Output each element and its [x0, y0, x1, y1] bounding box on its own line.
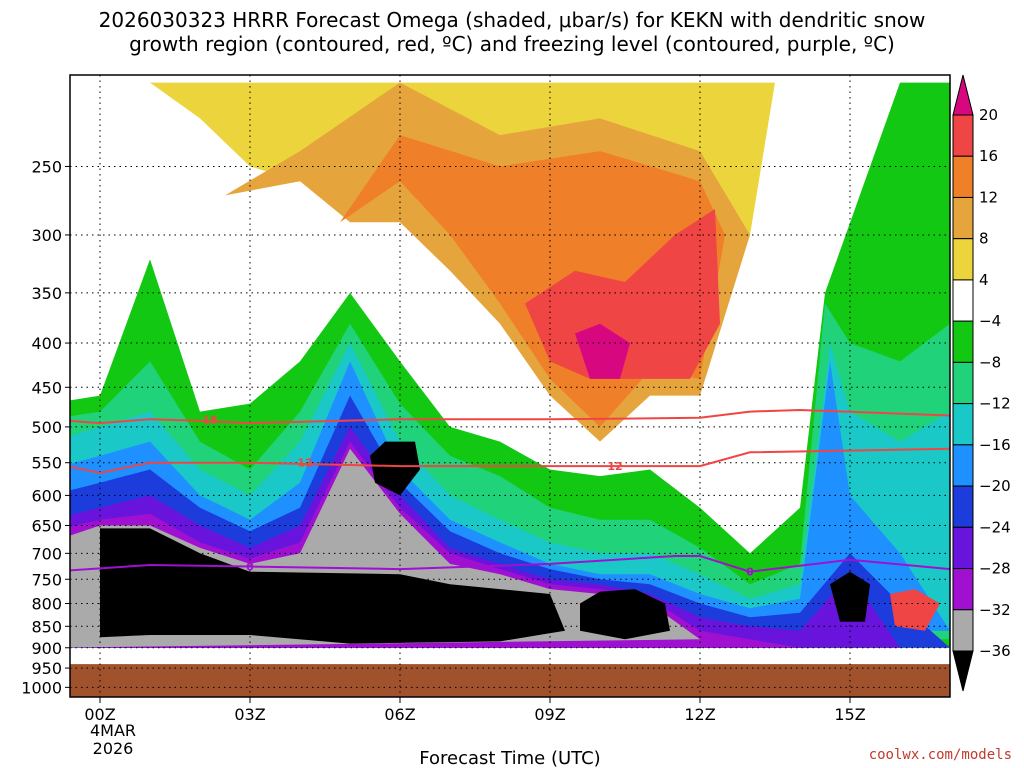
ground-surface — [70, 664, 950, 697]
contour-label-1: 12 — [297, 457, 312, 470]
y-tick-label-450: 450 — [31, 378, 62, 397]
date-label-year: 2026 — [93, 739, 134, 758]
y-tick-label-850: 850 — [31, 617, 62, 636]
x-tick-label-03Z: 03Z — [234, 705, 265, 724]
omega-feature-5 — [890, 589, 940, 631]
y-tick-label-300: 300 — [31, 226, 62, 245]
contour-label-2: 12 — [607, 460, 622, 473]
colorbar-swatch-6 — [952, 361, 974, 405]
contour-18-0 — [70, 408, 950, 425]
y-tick-label-500: 500 — [31, 418, 62, 437]
y-tick-label-700: 700 — [31, 544, 62, 563]
contour-12-1 — [70, 447, 950, 474]
contour-label-4: 0 — [746, 566, 754, 579]
colorbar-tick-5: −4 — [979, 312, 1001, 330]
plot-area: 18 12 12 0 0 — [70, 75, 950, 697]
colorbar-tick-6: −8 — [979, 353, 1001, 371]
colorbar-swatch-4 — [952, 279, 974, 322]
colorbar-tick-7: −12 — [979, 395, 1011, 413]
y-tick-label-750: 750 — [31, 570, 62, 589]
x-tick-label-09Z: 09Z — [534, 705, 565, 724]
y-tick-label-400: 400 — [31, 334, 62, 353]
grid-lines — [70, 75, 950, 697]
colorbar-tick-11: −28 — [979, 560, 1011, 578]
colorbar-swatch-11 — [952, 568, 974, 611]
contour-lines: 18 12 12 0 0 — [70, 408, 950, 579]
colorbar-swatch-10 — [952, 526, 974, 570]
colorbar-swatch-3 — [952, 238, 974, 281]
contour-label-0: 18 — [202, 413, 217, 426]
contour-label-3: 0 — [246, 561, 254, 574]
omega-feature-3 — [830, 571, 870, 622]
colorbar-tick-2: 12 — [979, 188, 998, 206]
y-tick-label-800: 800 — [31, 595, 62, 614]
colorbar-tick-3: 8 — [979, 230, 989, 248]
y-axis-ticks: 250 300 350 400 450 500 550 600 650 700 750 800 850 9… — [21, 157, 70, 697]
x-tick-label-12Z: 12Z — [684, 705, 715, 724]
colorbar-tick-9: −20 — [979, 477, 1011, 495]
credit-text: coolwx.com/models — [869, 747, 1012, 763]
x-axis-ticks: 00Z 03Z 06Z 09Z 12Z 15Z — [84, 697, 866, 724]
contour-0-2 — [70, 555, 950, 573]
colorbar-tick-12: −32 — [979, 601, 1011, 619]
colorbar-tick-10: −24 — [979, 518, 1011, 536]
y-tick-label-350: 350 — [31, 284, 62, 303]
colorbar-swatch-0 — [952, 114, 974, 157]
y-tick-label-600: 600 — [31, 486, 62, 505]
y-tick-label-550: 550 — [31, 454, 62, 473]
y-tick-label-900: 900 — [31, 639, 62, 658]
colorbar-swatch-5 — [952, 320, 974, 363]
colorbar-tick-1: 16 — [979, 147, 998, 165]
colorbar-arrow-bottom — [952, 650, 974, 692]
colorbar-swatch-2 — [952, 196, 974, 240]
colorbar-tick-13: −36 — [979, 642, 1011, 660]
omega-feature-1 — [370, 441, 420, 496]
x-tick-label-06Z: 06Z — [384, 705, 415, 724]
colorbar-swatch-1 — [952, 155, 974, 198]
chart-title-line-2: growth region (contoured, red, ºC) and f… — [129, 32, 895, 56]
x-tick-label-00Z: 00Z — [84, 705, 115, 724]
y-tick-label-950: 950 — [31, 659, 62, 678]
colorbar-arrow-top — [952, 74, 974, 116]
x-tick-label-15Z: 15Z — [834, 705, 865, 724]
colorbar-swatch-9 — [952, 485, 974, 528]
y-tick-label-1000: 1000 — [21, 678, 62, 697]
omega-feature-0 — [100, 528, 565, 644]
omega-feature-4 — [575, 323, 630, 379]
colorbar-swatch-7 — [952, 403, 974, 446]
x-axis-label: Forecast Time (UTC) — [419, 748, 600, 768]
colorbar-tick-0: 20 — [979, 106, 998, 124]
y-tick-label-250: 250 — [31, 157, 62, 176]
colorbar-tick-4: 4 — [979, 271, 989, 289]
colorbar: 20 16 12 8 4 −4 −8 −12 −16 −20 −24 −28 −32 −36 — [952, 74, 1011, 692]
colorbar-swatch-12 — [952, 609, 974, 652]
omega-band-plus-16 — [525, 209, 720, 379]
chart-title-line-1: 2026030323 HRRR Forecast Omega (shaded, … — [99, 8, 926, 32]
plot-frame — [69, 74, 951, 698]
colorbar-swatch-8 — [952, 444, 974, 487]
colorbar-tick-8: −16 — [979, 436, 1011, 454]
y-tick-label-650: 650 — [31, 516, 62, 535]
date-label-month: 4MAR — [90, 721, 136, 740]
